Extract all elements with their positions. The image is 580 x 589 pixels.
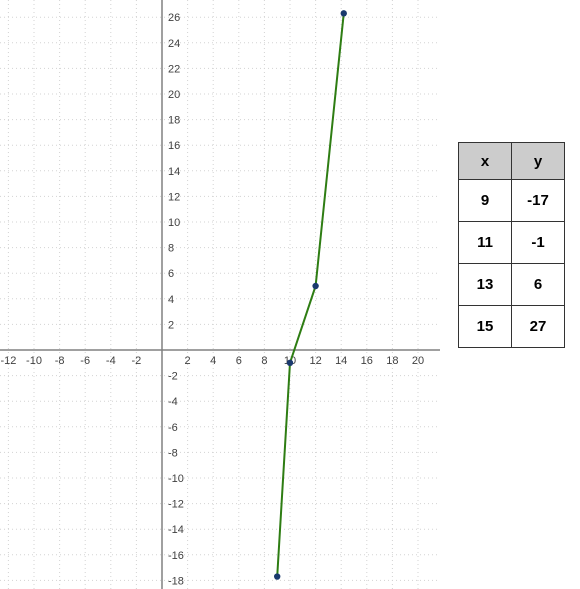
y-tick-label: 10: [168, 217, 180, 229]
y-tick-label: 20: [168, 89, 180, 101]
x-tick-label: -4: [106, 355, 116, 367]
x-tick-label: 12: [309, 355, 321, 367]
x-tick-label: 14: [335, 355, 347, 367]
x-tick-label: 6: [236, 355, 242, 367]
y-tick-label: 8: [168, 243, 174, 255]
y-tick-label: -2: [168, 371, 178, 383]
y-tick-label: -10: [168, 473, 184, 485]
y-tick-label: 16: [168, 140, 180, 152]
x-tick-label: 2: [185, 355, 191, 367]
x-tick-label: -12: [0, 355, 16, 367]
y-tick-label: 24: [168, 38, 180, 50]
y-tick-label: -8: [168, 447, 178, 459]
line-chart: -12-10-8-6-4-22468101214161820-18-16-14-…: [0, 0, 440, 589]
data-point: [287, 360, 293, 366]
table-header: x: [459, 143, 512, 180]
table-row: 136: [459, 264, 565, 306]
data-point: [274, 573, 280, 579]
table-cell: 11: [459, 222, 512, 264]
table-cell: 27: [512, 306, 565, 348]
x-tick-label: 4: [210, 355, 216, 367]
table-row: 11-1: [459, 222, 565, 264]
x-tick-label: 16: [361, 355, 373, 367]
table-header: y: [512, 143, 565, 180]
table-cell: 15: [459, 306, 512, 348]
y-tick-label: 12: [168, 191, 180, 203]
x-tick-label: -6: [80, 355, 90, 367]
y-tick-label: 26: [168, 12, 180, 24]
x-tick-label: 18: [386, 355, 398, 367]
table-cell: 13: [459, 264, 512, 306]
x-tick-label: 8: [261, 355, 267, 367]
y-tick-label: 22: [168, 63, 180, 75]
y-tick-label: 4: [168, 294, 174, 306]
data-point: [341, 10, 347, 16]
y-tick-label: -16: [168, 550, 184, 562]
y-tick-label: -18: [168, 575, 184, 587]
table-row: 1527: [459, 306, 565, 348]
x-tick-label: 20: [412, 355, 424, 367]
y-tick-label: 18: [168, 115, 180, 127]
y-tick-label: 6: [168, 268, 174, 280]
table-cell: -1: [512, 222, 565, 264]
table-cell: 6: [512, 264, 565, 306]
x-tick-label: -8: [55, 355, 65, 367]
table-cell: -17: [512, 180, 565, 222]
y-tick-label: -4: [168, 396, 178, 408]
x-tick-label: -2: [132, 355, 142, 367]
y-tick-label: 2: [168, 319, 174, 331]
table-cell: 9: [459, 180, 512, 222]
x-tick-label: -10: [26, 355, 42, 367]
y-tick-label: -14: [168, 524, 184, 536]
y-tick-label: -12: [168, 499, 184, 511]
data-point: [312, 283, 318, 289]
y-tick-label: 14: [168, 166, 180, 178]
data-table: xy 9-1711-11361527: [458, 142, 565, 348]
table-row: 9-17: [459, 180, 565, 222]
y-tick-label: -6: [168, 422, 178, 434]
